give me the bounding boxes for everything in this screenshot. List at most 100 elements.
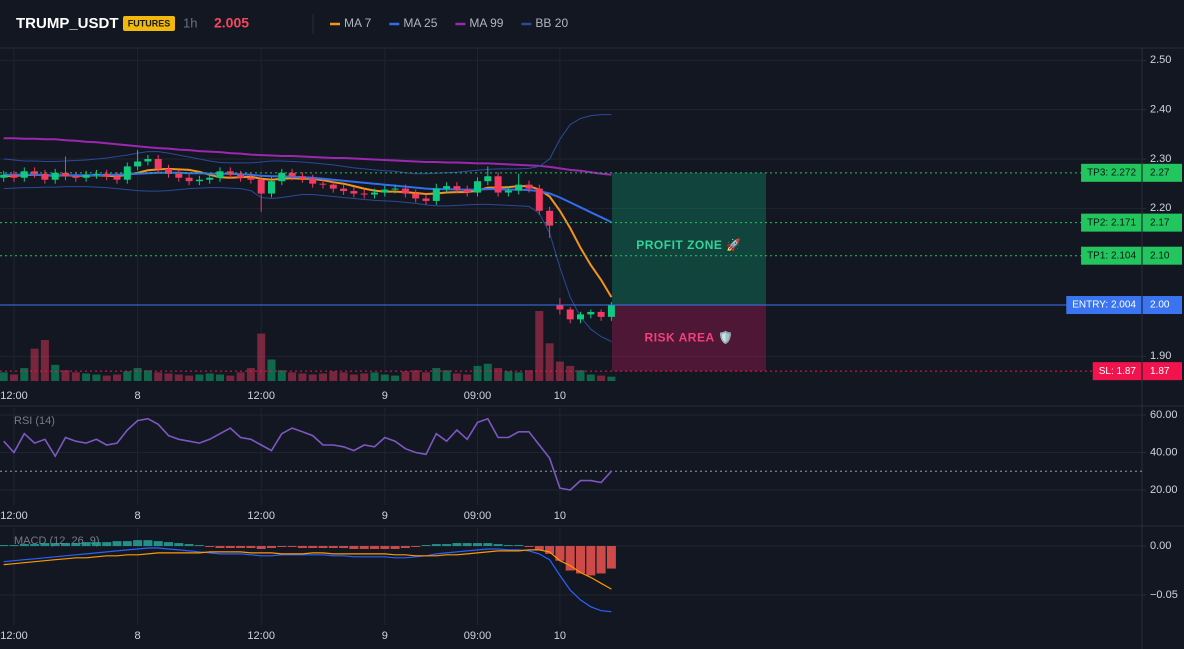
candle-body — [113, 176, 121, 180]
level-label: SL: 1.87 — [1099, 366, 1137, 377]
zone-label: RISK AREA 🛡️ — [645, 330, 734, 344]
histogram-bar — [122, 541, 132, 547]
volume-bar — [226, 375, 235, 381]
legend-label[interactable]: BB 20 — [535, 16, 568, 30]
candle-body — [92, 173, 100, 175]
candle-body — [185, 177, 193, 182]
volume-bar — [329, 371, 338, 381]
candle-body — [587, 311, 595, 315]
volume-bar — [20, 368, 29, 381]
candle-body — [515, 184, 523, 191]
volume-bar — [298, 373, 307, 381]
volume-bar — [143, 370, 152, 381]
histogram-bar — [164, 542, 173, 547]
histogram-bar — [483, 543, 493, 547]
level-tag — [1081, 163, 1182, 182]
y-tick-label: 2.40 — [1150, 104, 1171, 116]
volume-bar — [71, 372, 80, 381]
volume-bar — [154, 372, 163, 381]
histogram-bar — [9, 545, 19, 547]
volume-bar — [566, 365, 575, 381]
volume-bar — [288, 372, 297, 381]
x-tick-label: 09:00 — [464, 390, 492, 402]
histogram-bar — [514, 545, 524, 547]
candle-body — [340, 188, 348, 192]
interval[interactable]: 1h — [183, 15, 197, 30]
x-tick-label: 8 — [135, 510, 141, 522]
volume-bar — [195, 374, 204, 381]
x-tick-label: 09:00 — [464, 630, 492, 642]
histogram-bar — [287, 546, 297, 548]
candle-body — [268, 181, 275, 194]
legend-label[interactable]: MA 99 — [469, 16, 503, 30]
y-tick-label: 60.00 — [1150, 409, 1178, 421]
candle-body — [247, 177, 255, 180]
candle-body — [381, 189, 389, 193]
candle-body — [195, 179, 203, 182]
candle-body — [82, 174, 90, 178]
volume-bar — [555, 361, 564, 381]
volume-bar — [185, 375, 194, 381]
legend-label[interactable]: MA 25 — [403, 16, 437, 30]
last-price: 2.005 — [214, 15, 249, 31]
level-label: TP3: 2.272 — [1087, 167, 1136, 178]
volume-bar — [277, 370, 286, 381]
x-tick-label: 12:00 — [0, 510, 28, 522]
candle-body — [525, 184, 533, 189]
volume-bar — [504, 371, 513, 381]
candle-body — [175, 173, 183, 178]
volume-bar — [61, 370, 70, 381]
volume-bar — [82, 373, 91, 381]
histogram-bar — [205, 546, 215, 548]
volume-bar — [411, 370, 420, 381]
badge-background — [123, 16, 175, 31]
histogram-bar — [359, 546, 369, 549]
volume-bar — [205, 373, 214, 381]
histogram-bar — [586, 546, 596, 576]
level-price: 2.10 — [1150, 250, 1170, 261]
volume-bar — [113, 374, 121, 381]
candle-body — [329, 184, 337, 189]
legend-label[interactable]: MA 7 — [344, 16, 372, 30]
volume-bar — [422, 372, 430, 381]
histogram-bar — [565, 546, 575, 571]
volume-bar — [174, 374, 183, 381]
y-tick-label: 0.00 — [1150, 540, 1171, 552]
market-badge: FUTURES — [128, 18, 171, 28]
x-tick-label: 12:00 — [247, 390, 275, 402]
volume-bar — [545, 343, 554, 381]
x-tick-label: 12:00 — [0, 630, 28, 642]
x-tick-label: 10 — [554, 390, 566, 402]
candle-body — [298, 176, 306, 179]
histogram-bar — [225, 546, 235, 548]
candle-body — [412, 193, 420, 199]
candle-body — [401, 188, 409, 194]
symbol[interactable]: TRUMP_USDT — [16, 15, 119, 32]
histogram-bar — [596, 546, 606, 574]
candle-body — [216, 171, 224, 178]
histogram-bar — [545, 546, 555, 554]
y-tick-label: 2.20 — [1150, 202, 1171, 214]
volume-bar — [370, 372, 379, 381]
candle-body — [257, 179, 265, 194]
candle-body — [31, 171, 39, 174]
bollinger-lower — [3, 186, 612, 342]
candle-body — [278, 172, 286, 182]
candle-body — [51, 172, 59, 180]
histogram-bar — [256, 546, 266, 549]
histogram-bar — [328, 546, 338, 548]
volume-bar — [92, 374, 101, 381]
histogram-bar — [576, 546, 585, 574]
candle-body — [597, 311, 605, 317]
candle-body — [62, 172, 69, 177]
histogram-bar — [339, 546, 349, 548]
x-tick-label: 10 — [554, 510, 566, 522]
histogram-bar — [153, 541, 163, 547]
candle-body — [134, 161, 142, 167]
y-tick-label: 1.90 — [1150, 350, 1171, 362]
candle-body — [72, 176, 80, 178]
volume-bar — [525, 370, 533, 381]
macd-line — [3, 547, 612, 613]
candle-body — [474, 181, 481, 193]
